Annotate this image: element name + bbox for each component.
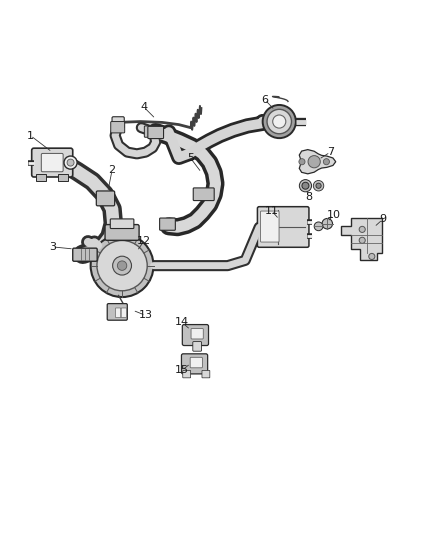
FancyBboxPatch shape bbox=[159, 218, 175, 230]
Circle shape bbox=[316, 183, 321, 188]
FancyBboxPatch shape bbox=[107, 304, 127, 320]
FancyBboxPatch shape bbox=[73, 248, 97, 261]
Text: 15: 15 bbox=[175, 366, 189, 375]
FancyBboxPatch shape bbox=[116, 308, 121, 318]
FancyBboxPatch shape bbox=[41, 154, 63, 172]
FancyBboxPatch shape bbox=[96, 191, 115, 206]
FancyBboxPatch shape bbox=[105, 224, 139, 240]
FancyBboxPatch shape bbox=[191, 328, 203, 339]
Circle shape bbox=[299, 180, 311, 192]
FancyBboxPatch shape bbox=[36, 174, 46, 181]
Circle shape bbox=[299, 159, 305, 165]
Circle shape bbox=[302, 182, 309, 189]
FancyBboxPatch shape bbox=[193, 188, 214, 200]
Text: 1: 1 bbox=[27, 131, 34, 141]
FancyBboxPatch shape bbox=[111, 122, 125, 133]
Circle shape bbox=[322, 219, 332, 229]
Text: 11: 11 bbox=[265, 206, 279, 216]
Text: 10: 10 bbox=[326, 210, 340, 220]
Circle shape bbox=[263, 105, 296, 138]
FancyBboxPatch shape bbox=[181, 354, 208, 374]
Text: 13: 13 bbox=[139, 310, 153, 320]
FancyBboxPatch shape bbox=[145, 126, 158, 138]
Circle shape bbox=[113, 256, 131, 275]
Text: 6: 6 bbox=[261, 95, 268, 104]
Text: 2: 2 bbox=[109, 165, 116, 175]
Circle shape bbox=[64, 156, 77, 169]
Circle shape bbox=[273, 115, 286, 128]
Text: 4: 4 bbox=[140, 102, 148, 112]
Circle shape bbox=[369, 253, 375, 260]
Circle shape bbox=[313, 181, 324, 191]
FancyBboxPatch shape bbox=[261, 211, 279, 242]
Circle shape bbox=[97, 240, 147, 291]
Polygon shape bbox=[299, 150, 336, 174]
FancyBboxPatch shape bbox=[258, 207, 309, 247]
Text: 8: 8 bbox=[305, 192, 312, 201]
Circle shape bbox=[359, 227, 365, 232]
Circle shape bbox=[308, 156, 320, 168]
FancyBboxPatch shape bbox=[183, 370, 191, 378]
Circle shape bbox=[314, 222, 323, 231]
Circle shape bbox=[117, 261, 127, 270]
Circle shape bbox=[91, 234, 153, 297]
Polygon shape bbox=[341, 219, 382, 260]
Circle shape bbox=[323, 159, 329, 165]
Circle shape bbox=[267, 109, 291, 134]
FancyBboxPatch shape bbox=[190, 357, 202, 368]
FancyBboxPatch shape bbox=[193, 342, 201, 351]
FancyBboxPatch shape bbox=[121, 308, 127, 318]
FancyBboxPatch shape bbox=[112, 117, 124, 128]
FancyBboxPatch shape bbox=[58, 174, 68, 181]
Circle shape bbox=[67, 159, 74, 166]
Text: 9: 9 bbox=[379, 214, 386, 224]
Text: 12: 12 bbox=[137, 236, 151, 246]
Text: 5: 5 bbox=[187, 153, 194, 163]
Circle shape bbox=[359, 237, 365, 244]
FancyBboxPatch shape bbox=[182, 325, 208, 345]
Text: 7: 7 bbox=[327, 147, 334, 157]
FancyBboxPatch shape bbox=[148, 126, 163, 139]
FancyBboxPatch shape bbox=[202, 370, 210, 378]
Text: 3: 3 bbox=[49, 242, 56, 252]
FancyBboxPatch shape bbox=[110, 219, 134, 229]
Text: 14: 14 bbox=[175, 317, 189, 327]
FancyBboxPatch shape bbox=[32, 148, 73, 177]
